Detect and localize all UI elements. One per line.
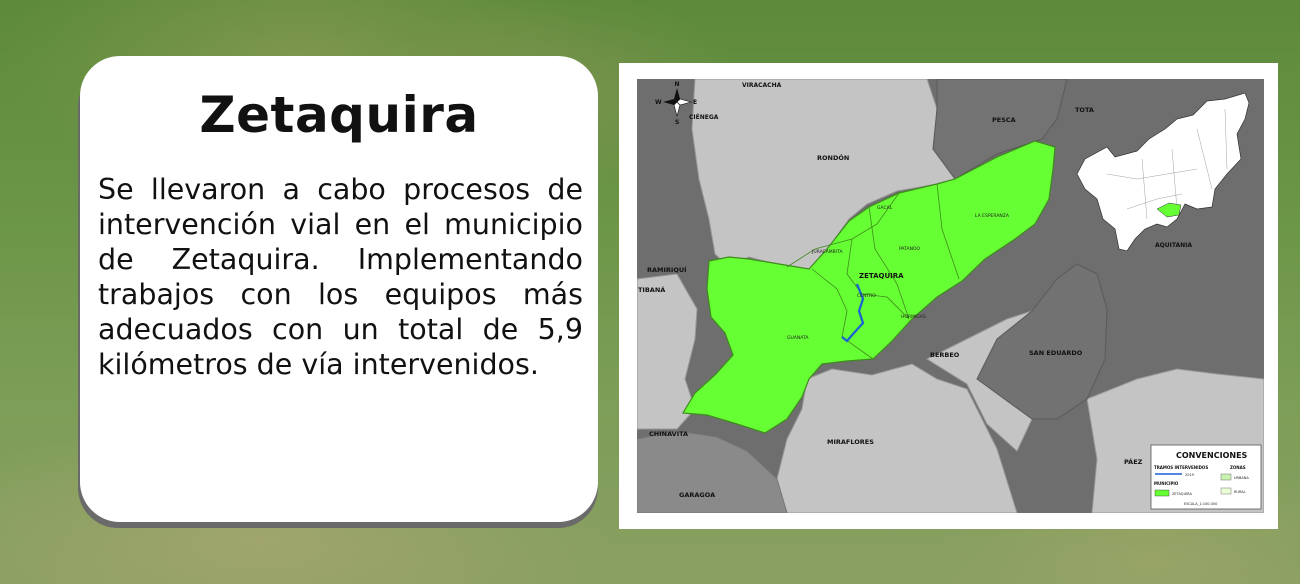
legend-rural-swatch <box>1220 487 1232 495</box>
label-la-esperanza: LA ESPERANZA <box>975 213 1010 219</box>
region-miraflores <box>776 363 1018 513</box>
label-tibana: TIBANÁ <box>638 285 665 294</box>
legend-title: CONVENCIONES <box>1176 451 1248 460</box>
vereda-boundary <box>868 206 910 320</box>
compass-w: W <box>655 99 662 106</box>
label-ramiriqui: RAMIRIQUÍ <box>647 265 687 274</box>
legend-zona-rural: RURAL <box>1234 490 1246 494</box>
legend-zonas-title: ZONAS <box>1230 465 1246 470</box>
label-juracambita: JURACAMBITA <box>811 249 843 255</box>
label-cienega: CIÉNEGA <box>689 113 719 121</box>
legend-urbana-swatch <box>1220 473 1232 481</box>
vereda-boundary <box>811 268 874 360</box>
region-san-eduardo <box>976 263 1108 420</box>
legend-tramos-item: 2019 <box>1185 473 1194 477</box>
legend-tramos-title: TRAMOS INTERVENIDOS <box>1154 465 1208 470</box>
label-garagoa: GARAGOA <box>679 491 715 499</box>
legend-municipio-swatch <box>1154 489 1170 497</box>
card-description: Se llevaron a cabo procesos de intervenc… <box>98 173 583 381</box>
label-pesca: PESCA <box>992 116 1016 124</box>
compass-n: N <box>675 81 680 88</box>
inset-locator-map: AQUITANIA <box>1076 92 1250 252</box>
map-frame: VIRACACHA CIÉNEGA RONDÓN PESCA TOTA RAMI… <box>619 63 1278 529</box>
zetaquira-municipality <box>681 140 1056 434</box>
label-hormigas: HORMIGAS <box>901 314 926 320</box>
label-tota: TOTA <box>1075 106 1094 114</box>
label-miraflores: MIRAFLORES <box>827 438 874 446</box>
region-pesca <box>932 79 1068 180</box>
legend-zona-urbana: URBANA <box>1234 476 1249 480</box>
label-paez: PÁEZ <box>1124 457 1143 466</box>
label-berbeo: BERBEO <box>930 351 960 359</box>
legend-municipio-item: ZETAQUIRA <box>1172 492 1192 496</box>
intervened-road <box>841 283 865 343</box>
label-patanoo: PATANOO <box>899 246 921 252</box>
map-legend: CONVENCIONES TRAMOS INTERVENIDOS 2019 ZO… <box>1150 444 1262 510</box>
label-gacal: GACAL <box>877 205 893 211</box>
label-viracacha: VIRACACHA <box>742 82 782 89</box>
label-san-eduardo: SAN EDUARDO <box>1029 349 1083 357</box>
label-zetaquira: ZETAQUIRA <box>859 272 904 280</box>
region-tibana <box>637 273 698 430</box>
label-centro: CENTRO <box>857 293 876 299</box>
compass-s: S <box>675 119 679 126</box>
legend-scale: ESCALA_1:100.000 <box>1184 502 1217 506</box>
vereda-boundary <box>936 183 960 280</box>
label-aquitania: AQUITANIA <box>1155 242 1192 249</box>
compass-e: E <box>693 99 697 106</box>
compass-rose-icon: N S E W <box>655 81 697 126</box>
municipality-map: VIRACACHA CIÉNEGA RONDÓN PESCA TOTA RAMI… <box>637 79 1264 513</box>
region-chinavita <box>637 430 788 513</box>
label-guanata: GUANATA <box>787 335 809 341</box>
label-rondon: RONDÓN <box>817 153 849 162</box>
legend-municipio-title: MUNICIPIO <box>1154 481 1179 486</box>
info-card: Zetaquira Se llevaron a cabo procesos de… <box>80 56 598 522</box>
card-title: Zetaquira <box>199 86 479 144</box>
label-chinavita: CHINAVITA <box>649 430 688 438</box>
